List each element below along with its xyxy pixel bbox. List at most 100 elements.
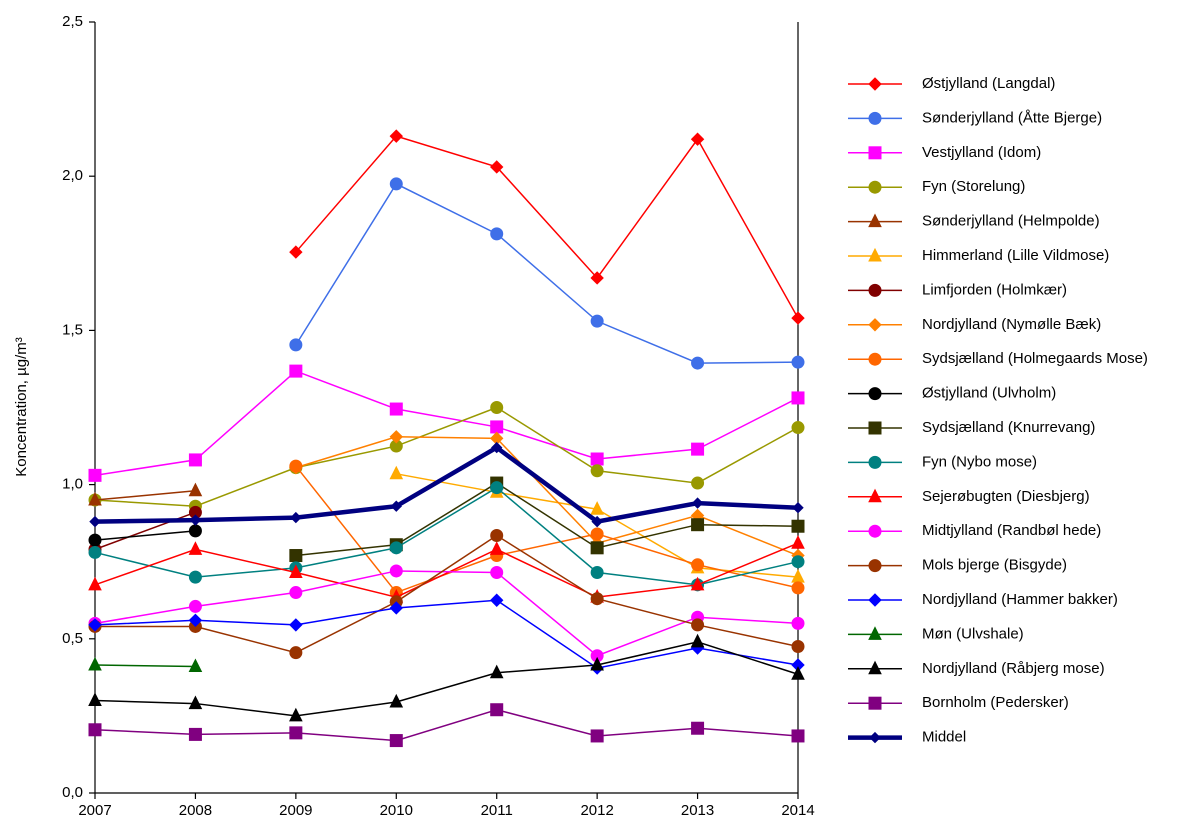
data-point [791, 729, 805, 743]
data-point [590, 592, 604, 606]
data-point [691, 476, 705, 490]
y-tick-label: 1,5 [62, 321, 83, 338]
data-point [691, 558, 705, 572]
data-point [792, 502, 804, 514]
series-line [94, 570, 799, 657]
data-point [188, 524, 202, 538]
data-point [289, 364, 303, 378]
legend-label: Vestjylland (Idom) [922, 144, 1041, 161]
legend-marker [868, 318, 882, 332]
data-point [389, 402, 403, 416]
data-point [188, 453, 202, 467]
legend-label: Midtjylland (Randbøl hede) [922, 522, 1101, 539]
series-line [94, 530, 196, 541]
y-axis-label: Koncentration, µg/m³ [13, 337, 30, 477]
data-point [590, 501, 604, 515]
legend-label: Østjylland (Langdal) [922, 75, 1055, 92]
series-line [94, 664, 196, 668]
data-point [88, 576, 102, 591]
data-point [590, 314, 604, 328]
series-line [94, 490, 196, 501]
data-point [88, 545, 102, 559]
data-point [590, 452, 604, 466]
data-point [389, 177, 403, 191]
data-point [490, 420, 504, 434]
legend-label: Limfjorden (Holmkær) [922, 281, 1067, 298]
series-line [295, 465, 799, 594]
data-point [389, 734, 403, 748]
legend-label: Nordjylland (Nymølle Bæk) [922, 316, 1101, 333]
legend-label: Sydsjælland (Holmegaards Mose) [922, 350, 1148, 367]
data-point [691, 356, 705, 370]
data-point [389, 693, 404, 708]
legend-label: Sønderjylland (Åtte Bjerge) [922, 109, 1102, 126]
data-point [791, 421, 805, 435]
y-tick-label: 0,0 [62, 784, 83, 801]
data-point [188, 482, 203, 497]
data-point [489, 664, 504, 679]
legend-marker [869, 731, 881, 744]
legend-marker [868, 660, 882, 675]
series-line [295, 436, 799, 557]
x-tick-label: 2008 [179, 802, 212, 819]
data-point [490, 401, 504, 414]
data-point [88, 533, 102, 547]
data-point [791, 519, 805, 533]
legend-label: Møn (Ulvshale) [922, 625, 1024, 642]
data-point [490, 481, 504, 495]
legend-marker [868, 387, 882, 401]
legend-label: Sejerøbugten (Diesbjerg) [922, 488, 1090, 505]
series-line [94, 641, 799, 717]
data-point [389, 129, 403, 143]
data-point [289, 707, 303, 722]
legend-marker [868, 146, 882, 160]
legend-label: Nordjylland (Råbjerg mose) [922, 660, 1105, 677]
x-tick-label: 2011 [481, 802, 513, 819]
legend-label: Østjylland (Ulvholm) [922, 385, 1056, 402]
data-point [590, 729, 604, 743]
data-point [691, 442, 705, 456]
data-point [690, 633, 705, 648]
data-point [490, 703, 504, 717]
data-point [290, 511, 302, 524]
data-point [189, 514, 202, 526]
data-point [791, 555, 805, 569]
data-point [188, 613, 203, 628]
data-point [89, 515, 101, 528]
data-point [389, 541, 403, 555]
data-point [691, 518, 705, 532]
y-tick-label: 0,5 [62, 630, 83, 647]
legend-marker [868, 524, 882, 538]
y-tick-label: 2,5 [62, 13, 83, 30]
legend-marker [868, 247, 882, 262]
data-point [289, 459, 303, 473]
data-point [188, 727, 202, 741]
data-point [490, 227, 504, 241]
data-point [88, 656, 102, 671]
data-point [591, 515, 603, 528]
data-point [690, 132, 705, 146]
legend-label: Mols bjerge (Bisgyde) [922, 557, 1067, 574]
data-point [490, 565, 504, 579]
legend-marker [868, 111, 882, 125]
x-tick-label: 2007 [78, 802, 111, 819]
legend-marker [868, 213, 882, 228]
data-point [791, 311, 805, 325]
data-point [289, 338, 303, 352]
series-line [94, 708, 799, 742]
x-tick-label: 2009 [279, 802, 312, 819]
series-line [295, 135, 799, 319]
legend-label: Fyn (Storelung) [922, 178, 1025, 195]
legend-marker [868, 593, 882, 607]
data-point [590, 565, 604, 579]
data-point [389, 465, 404, 480]
legend-marker [868, 488, 882, 503]
series-line [94, 486, 799, 586]
series-line [94, 406, 799, 507]
data-point [188, 541, 203, 555]
data-point [490, 528, 504, 542]
data-point [88, 692, 102, 706]
series-line [94, 511, 196, 551]
data-point [289, 618, 303, 632]
